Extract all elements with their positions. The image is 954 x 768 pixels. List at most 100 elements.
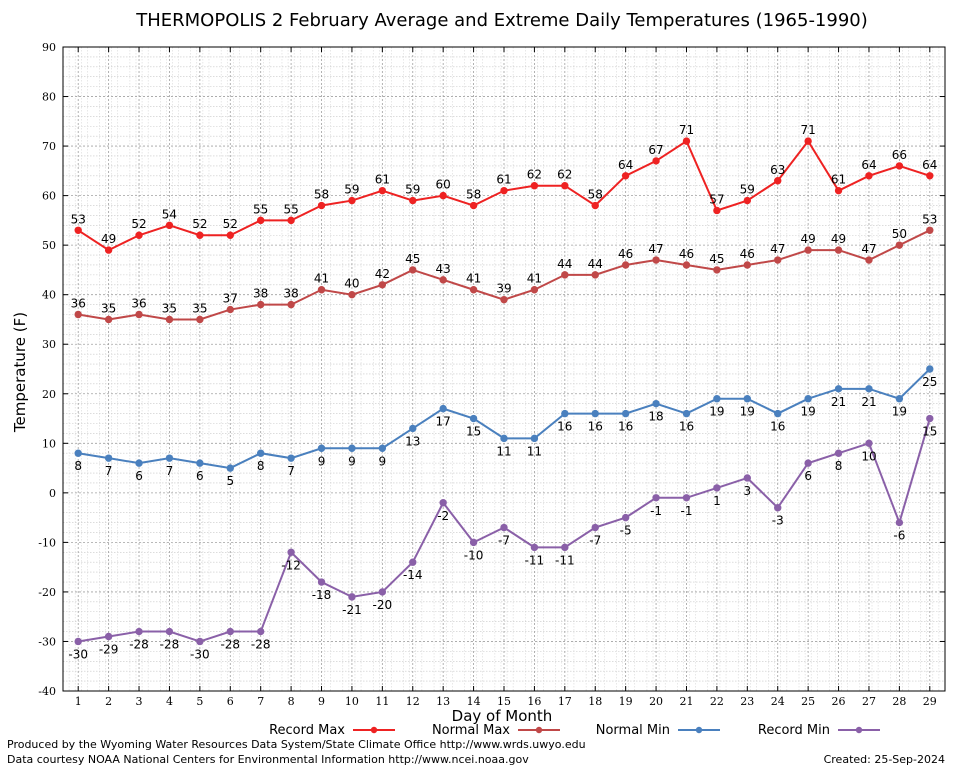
data-point [317,201,326,210]
data-point [409,558,417,566]
data-label: 21 [861,395,876,409]
data-label: 58 [588,188,603,202]
data-label: 35 [162,301,177,315]
data-label: 60 [436,178,451,192]
legend-swatch-marker [855,726,863,734]
data-point [530,182,539,190]
x-tick-label: 24 [771,695,785,708]
data-point [500,295,508,304]
data-point [743,196,752,205]
data-label: 16 [618,420,633,434]
data-label: 1 [713,494,721,508]
y-tick-label: -20 [38,586,56,599]
data-point [865,439,873,448]
data-point [926,365,934,373]
data-point [348,444,356,452]
data-label: 36 [131,297,146,311]
data-label: -30 [68,647,88,661]
data-label: 7 [287,464,295,478]
data-label: 62 [527,168,542,182]
data-label: -7 [498,534,510,548]
data-label: 55 [283,202,298,216]
data-label: 19 [800,405,815,419]
data-point [165,454,174,462]
data-label: 35 [101,301,116,315]
data-point [256,627,265,636]
data-point [926,172,934,180]
x-tick-label: 18 [588,695,602,708]
x-tick-label: 15 [497,695,511,708]
data-label: 46 [740,247,755,261]
data-point [409,266,417,274]
y-tick-label: -10 [38,536,56,549]
data-point [104,315,113,324]
data-point [256,300,265,309]
data-label: -14 [403,568,423,582]
data-point [621,409,630,418]
data-point [895,518,904,527]
data-label: 8 [835,459,843,473]
data-label: 64 [922,158,937,172]
data-point [104,246,113,254]
data-point [135,459,143,467]
legend-swatch-marker [370,726,378,734]
data-point [104,454,113,462]
y-tick-label: 40 [42,289,56,302]
footer-producer: Produced by the Wyoming Water Resources … [7,738,586,751]
data-point [652,399,660,408]
data-label: 46 [618,247,633,261]
y-tick-label: -40 [38,685,56,698]
data-point [287,454,295,462]
data-label: 45 [405,252,420,266]
data-label: -28 [220,638,240,652]
data-point [378,186,387,195]
data-point [317,286,326,294]
data-label: 59 [405,183,420,197]
data-label: -5 [620,524,632,538]
data-label: 63 [770,163,785,177]
data-point [196,315,204,324]
data-point [621,172,630,180]
data-label: 44 [588,257,603,271]
data-label: 3 [743,484,751,498]
data-label: 50 [892,227,907,241]
data-point [74,637,82,646]
data-label: -10 [464,548,484,562]
data-label: 21 [831,395,846,409]
data-label: 5 [226,474,234,488]
data-label: 25 [922,375,937,389]
footer-data-source: Data courtesy NOAA National Centers for … [7,753,529,766]
x-tick-label: 9 [318,695,325,708]
data-point [287,300,295,309]
x-tick-label: 27 [862,695,876,708]
data-label: 18 [648,410,663,424]
data-label: -28 [129,638,149,652]
series-layer [74,137,934,646]
data-point [652,157,660,165]
x-tick-label: 12 [406,695,420,708]
x-tick-label: 14 [467,695,481,708]
y-tick-label: 80 [42,91,56,104]
data-point [165,315,174,324]
x-tick-label: 20 [649,695,663,708]
x-tick-label: 11 [375,695,389,708]
legend-label: Record Min [758,723,830,738]
data-label: 43 [436,262,451,276]
data-label: -20 [373,598,393,612]
data-label: 10 [861,449,876,463]
data-label: 15 [922,425,937,439]
data-label: 19 [740,405,755,419]
data-label: -21 [342,603,362,617]
x-tick-label: 26 [832,695,846,708]
x-tick-label: 6 [227,695,234,708]
x-axis-label: Day of Month [452,707,553,725]
data-point [439,276,447,284]
data-point [652,494,660,502]
legend-label: Record Max [269,723,345,738]
data-point [682,494,691,502]
data-label: 52 [131,217,146,231]
data-label: -1 [650,504,662,518]
data-label: 47 [770,242,785,256]
data-label: -1 [680,504,692,518]
